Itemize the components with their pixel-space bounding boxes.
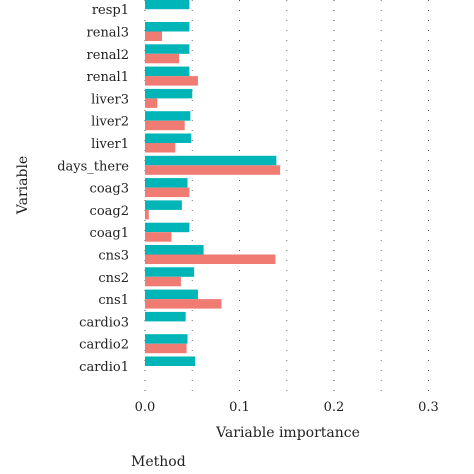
y-tick-label-cardio1: cardio1 — [79, 360, 129, 375]
bar-series-1-cardio2 — [145, 334, 188, 344]
x-tick-label: 0.3 — [418, 400, 439, 415]
bar-series-2-renal3 — [145, 31, 163, 41]
y-tick-label-liver1: liver1 — [91, 137, 129, 152]
bar-series-1-cardio1 — [145, 356, 196, 366]
bar-series-2-days_there — [145, 165, 281, 175]
bar-series-1-cns1 — [145, 289, 198, 300]
bar-series-1-coag2 — [145, 200, 182, 210]
x-tick-label: 0.1 — [229, 400, 250, 415]
y-tick-label-liver2: liver2 — [91, 115, 129, 130]
y-tick-label-cns3: cns3 — [98, 249, 129, 264]
y-tick-label-coag2: coag2 — [90, 204, 129, 219]
y-tick-label-coag1: coag1 — [90, 226, 129, 241]
bar-series-2-cns3 — [145, 254, 276, 264]
y-tick-label-renal2: renal2 — [87, 48, 129, 63]
bar-series-1-renal1 — [145, 66, 190, 77]
y-tick-label-renal3: renal3 — [87, 26, 129, 41]
y-tick-label-liver3: liver3 — [91, 92, 129, 107]
bar-series-1-liver2 — [145, 111, 191, 121]
bar-series-2-liver2 — [145, 120, 185, 131]
bar-series-1-liver3 — [145, 88, 193, 99]
bar-series-2-liver1 — [145, 143, 176, 153]
bar-series-1-cns3 — [145, 245, 204, 255]
bar-series-1-cns2 — [145, 267, 195, 277]
bar-series-2-liver3 — [145, 98, 158, 108]
bar-series-1-coag1 — [145, 222, 190, 233]
legend-title: Method — [131, 454, 186, 470]
y-tick-label-cns2: cns2 — [98, 271, 129, 286]
bar-series-2-coag1 — [145, 232, 172, 242]
y-tick-label-renal1: renal1 — [87, 70, 129, 85]
x-tick-label: 0.2 — [324, 400, 345, 415]
bar-series-1-resp1 — [145, 0, 190, 10]
y-tick-label-resp1: resp1 — [92, 3, 129, 18]
bar-series-2-renal1 — [145, 76, 198, 86]
bar-series-1-renal3 — [145, 22, 190, 32]
bar-series-2-cns2 — [145, 276, 181, 287]
bar-series-1-days_there — [145, 155, 277, 166]
bar-series-2-renal2 — [145, 53, 180, 64]
bar-series-2-cardio2 — [145, 343, 187, 354]
bar-series-1-liver1 — [145, 133, 192, 143]
bar-series-2-coag2 — [145, 209, 149, 220]
x-tick-label: 0.0 — [135, 400, 156, 415]
bars — [145, 0, 281, 366]
y-tick-label-cardio2: cardio2 — [79, 338, 129, 353]
bar-series-1-cardio3 — [145, 311, 186, 322]
y-tick-label-cns1: cns1 — [98, 293, 129, 308]
y-axis-title: Variable — [15, 156, 31, 215]
bar-series-2-coag3 — [145, 187, 190, 198]
x-axis-title: Variable importance — [215, 425, 360, 441]
y-tick-label-days_there: days_there — [57, 159, 129, 174]
bar-series-2-cns1 — [145, 299, 222, 309]
y-tick-label-coag3: coag3 — [90, 182, 129, 197]
bar-series-1-coag3 — [145, 178, 188, 188]
bar-series-1-renal2 — [145, 44, 190, 54]
y-tick-labels: cardio1 cardio2 cardio3 cns1 cns2 cns3 coag1 co… — [57, 3, 129, 375]
x-tick-labels: 0.0 0.1 0.2 0.3 — [135, 400, 439, 415]
y-tick-label-cardio3: cardio3 — [79, 315, 129, 330]
